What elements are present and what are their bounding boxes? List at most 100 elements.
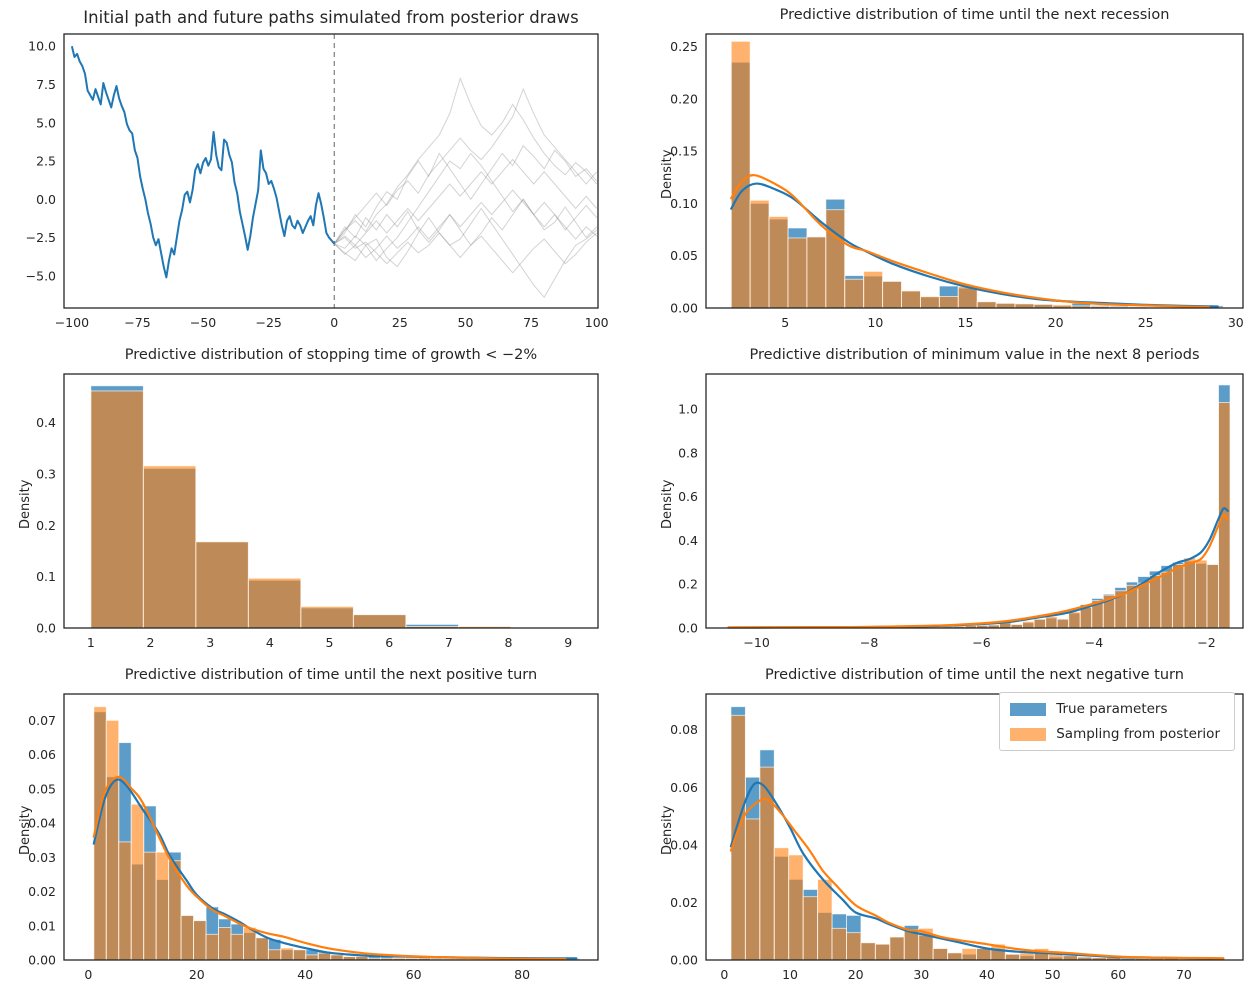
chart-title-minimum-value: Predictive distribution of minimum value… xyxy=(749,347,1200,363)
subplot-negative-turn: Predictive distribution of time until th… xyxy=(630,660,1259,992)
svg-text:0: 0 xyxy=(330,315,338,330)
chart-title-initial-path: Initial path and future paths simulated … xyxy=(83,8,579,27)
svg-text:0.0: 0.0 xyxy=(678,621,698,636)
svg-text:1: 1 xyxy=(87,635,95,650)
svg-text:0.00: 0.00 xyxy=(670,953,698,968)
svg-text:25: 25 xyxy=(392,315,408,330)
svg-text:30: 30 xyxy=(913,967,929,982)
svg-text:3: 3 xyxy=(206,635,214,650)
svg-text:25: 25 xyxy=(1138,315,1154,330)
svg-text:0.6: 0.6 xyxy=(678,489,698,504)
line-plot-initial-path: −100 −75 −50 −25 0 25 50 75 100 −5.0 −2.5 0.0 2.5 5.0… xyxy=(26,33,609,330)
svg-text:30: 30 xyxy=(1228,315,1244,330)
histogram-minimum-value: −10 −8 −6 −4 −2 0.0 0.2 0.4 0.6 0.8 1.0 xyxy=(678,373,1244,650)
svg-text:80: 80 xyxy=(514,967,530,982)
svg-text:75: 75 xyxy=(523,315,539,330)
legend-swatch-orange xyxy=(1010,727,1047,741)
svg-text:0.02: 0.02 xyxy=(670,895,698,910)
svg-text:0.07: 0.07 xyxy=(28,713,56,728)
svg-text:−8: −8 xyxy=(860,635,878,650)
svg-text:40: 40 xyxy=(979,967,995,982)
svg-text:0.0: 0.0 xyxy=(36,192,56,207)
svg-text:0.06: 0.06 xyxy=(28,747,56,762)
svg-text:−2: −2 xyxy=(1197,635,1215,650)
chart-title-negative-turn: Predictive distribution of time until th… xyxy=(765,667,1184,683)
svg-text:50: 50 xyxy=(458,315,474,330)
svg-text:0.4: 0.4 xyxy=(36,415,56,430)
svg-text:−50: −50 xyxy=(190,315,216,330)
svg-text:2.5: 2.5 xyxy=(36,154,56,169)
svg-text:0.02: 0.02 xyxy=(28,884,56,899)
svg-text:100: 100 xyxy=(585,315,609,330)
subplot-positive-turn: Predictive distribution of time until th… xyxy=(0,660,630,992)
histogram-stopping-time: 1 2 3 4 5 6 7 8 9 0.0 0.1 0.2 0.3 0.4 xyxy=(36,373,599,650)
svg-text:0.01: 0.01 xyxy=(28,918,56,933)
legend-label: Sampling from posterior xyxy=(1056,726,1220,742)
svg-text:0: 0 xyxy=(720,967,728,982)
legend-item-true-parameters: True parameters xyxy=(1010,701,1220,717)
svg-text:−4: −4 xyxy=(1085,635,1103,650)
chart-title-next-recession: Predictive distribution of time until th… xyxy=(779,7,1170,23)
svg-text:−75: −75 xyxy=(124,315,150,330)
subplot-stopping-time: Predictive distribution of stopping time… xyxy=(0,340,630,660)
svg-text:2: 2 xyxy=(147,635,155,650)
svg-text:0.2: 0.2 xyxy=(36,518,56,533)
svg-text:0.4: 0.4 xyxy=(678,533,698,548)
svg-text:0.2: 0.2 xyxy=(678,577,698,592)
svg-text:0.0: 0.0 xyxy=(36,621,56,636)
legend-label: True parameters xyxy=(1056,701,1168,717)
svg-text:8: 8 xyxy=(505,635,513,650)
svg-text:1.0: 1.0 xyxy=(678,402,698,417)
svg-text:20: 20 xyxy=(189,967,205,982)
svg-text:20: 20 xyxy=(848,967,864,982)
svg-text:0.08: 0.08 xyxy=(670,722,698,737)
svg-text:60: 60 xyxy=(406,967,422,982)
svg-text:9: 9 xyxy=(564,635,572,650)
svg-text:7.5: 7.5 xyxy=(36,77,56,92)
subplot-initial-path: Initial path and future paths simulated … xyxy=(0,0,630,340)
svg-text:−10: −10 xyxy=(743,635,769,650)
svg-text:0.05: 0.05 xyxy=(28,781,56,796)
svg-text:0.3: 0.3 xyxy=(36,467,56,482)
svg-text:0.00: 0.00 xyxy=(28,953,56,968)
svg-text:0.8: 0.8 xyxy=(678,445,698,460)
svg-text:0: 0 xyxy=(84,967,92,982)
subplot-minimum-value: Predictive distribution of minimum value… xyxy=(630,340,1259,660)
histogram-positive-turn: 0 20 40 60 80 0.00 0.01 0.02 0.03 0.04 0.05 0.06 0.0… xyxy=(28,693,599,982)
svg-text:−5.0: −5.0 xyxy=(26,268,56,283)
svg-text:0.00: 0.00 xyxy=(670,301,698,316)
svg-text:5: 5 xyxy=(326,635,334,650)
svg-text:−100: −100 xyxy=(55,315,89,330)
svg-text:0.06: 0.06 xyxy=(670,780,698,795)
svg-text:10.0: 10.0 xyxy=(28,39,56,54)
legend-item-sampling-posterior: Sampling from posterior xyxy=(1010,726,1220,742)
svg-text:−6: −6 xyxy=(972,635,990,650)
svg-text:0.04: 0.04 xyxy=(28,816,56,831)
svg-text:60: 60 xyxy=(1110,967,1126,982)
svg-text:0.05: 0.05 xyxy=(670,248,698,263)
svg-text:10: 10 xyxy=(867,315,883,330)
svg-text:7: 7 xyxy=(445,635,453,650)
svg-text:50: 50 xyxy=(1045,967,1061,982)
legend: True parameters Sampling from posterior xyxy=(999,692,1235,751)
svg-text:0.20: 0.20 xyxy=(670,91,698,106)
svg-text:0.04: 0.04 xyxy=(670,837,698,852)
svg-text:4: 4 xyxy=(266,635,274,650)
svg-text:15: 15 xyxy=(958,315,974,330)
chart-title-positive-turn: Predictive distribution of time until th… xyxy=(124,667,538,683)
svg-text:0.10: 0.10 xyxy=(670,196,698,211)
svg-text:−25: −25 xyxy=(255,315,281,330)
svg-text:70: 70 xyxy=(1176,967,1192,982)
svg-text:0.1: 0.1 xyxy=(36,569,56,584)
svg-text:40: 40 xyxy=(297,967,313,982)
legend-swatch-blue xyxy=(1010,702,1047,716)
chart-title-stopping-time: Predictive distribution of stopping time… xyxy=(124,347,538,363)
svg-text:0.03: 0.03 xyxy=(28,850,56,865)
svg-text:5.0: 5.0 xyxy=(36,115,56,130)
svg-text:5: 5 xyxy=(781,315,789,330)
svg-text:0.25: 0.25 xyxy=(670,39,698,54)
histogram-next-recession: 5 10 15 20 25 30 0.00 0.05 0.10 0.15 0.20 0.25 xyxy=(670,33,1244,330)
svg-text:0.15: 0.15 xyxy=(670,144,698,159)
svg-text:20: 20 xyxy=(1048,315,1064,330)
subplot-next-recession: Predictive distribution of time until th… xyxy=(630,0,1259,340)
